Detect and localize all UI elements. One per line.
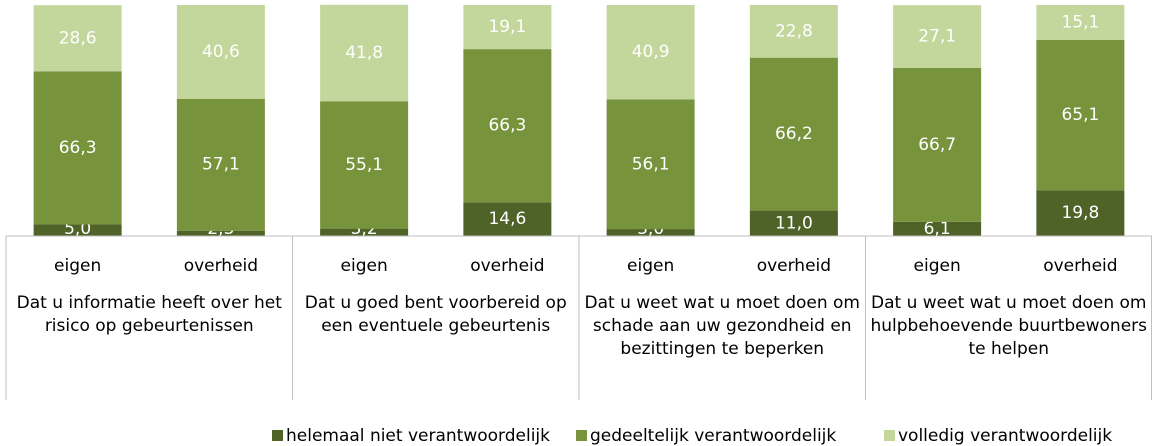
bar-segment xyxy=(463,49,552,203)
legend-label: volledig verantwoordelijk xyxy=(898,426,1112,446)
group-label: Dat u weet wat u moet doen om hulpbehoev… xyxy=(870,293,1148,359)
value-label: 65,1 xyxy=(1061,105,1099,125)
bar-segment xyxy=(893,5,982,68)
value-label: 28,6 xyxy=(59,28,97,48)
bar-segment xyxy=(1036,39,1125,191)
value-label: 55,1 xyxy=(345,155,383,175)
bar-segment xyxy=(33,5,122,72)
bar-segment xyxy=(320,228,409,236)
value-label: 22,8 xyxy=(775,21,813,41)
value-label: 66,7 xyxy=(918,135,956,155)
x-tick-label: overheid xyxy=(470,256,544,276)
value-label: 19,1 xyxy=(488,17,526,37)
x-tick-label: overheid xyxy=(757,256,831,276)
bar-segment xyxy=(320,4,409,102)
value-label: 27,1 xyxy=(918,27,956,47)
legend-swatch xyxy=(884,430,895,441)
x-tick-label: overheid xyxy=(184,256,258,276)
bar-segment xyxy=(463,5,552,50)
value-label: 40,6 xyxy=(202,42,240,62)
group-label: Dat u weet wat u moet doen om schade aan… xyxy=(584,293,861,359)
x-tick-label: overheid xyxy=(1043,256,1117,276)
value-label: 66,2 xyxy=(775,124,813,144)
legend-label: helemaal niet verantwoordelijk xyxy=(286,426,550,446)
bar-segment xyxy=(749,57,838,211)
bar-segment xyxy=(176,98,265,231)
x-tick-label: eigen xyxy=(914,256,961,276)
value-label: 6,1 xyxy=(924,219,951,239)
bar-segment xyxy=(1036,190,1125,236)
group-label: Dat u goed bent voorbereid op een eventu… xyxy=(304,293,567,336)
value-label: 66,3 xyxy=(59,138,97,158)
legend-swatch xyxy=(576,430,587,441)
bar-segment xyxy=(176,5,265,99)
legend-label: gedeeltelijk verantwoordelijk xyxy=(590,426,836,446)
bar-segment xyxy=(893,221,982,236)
group-label: Dat u informatie heeft over het risico o… xyxy=(16,293,282,336)
value-label: 56,1 xyxy=(632,154,670,174)
value-label: 41,8 xyxy=(345,43,383,63)
bar-segment xyxy=(749,210,838,236)
value-label: 14,6 xyxy=(488,209,526,229)
bar-segment xyxy=(606,229,695,236)
x-tick-label: eigen xyxy=(54,256,101,276)
legend-swatch xyxy=(272,430,283,441)
bar-segment xyxy=(893,67,982,222)
bar-segment xyxy=(749,5,838,58)
value-label: 40,9 xyxy=(632,42,670,62)
value-label: 15,1 xyxy=(1061,12,1099,32)
value-label: 19,8 xyxy=(1061,203,1099,223)
value-label: 57,1 xyxy=(202,155,240,175)
bar-segment xyxy=(1036,5,1125,40)
bar-segment xyxy=(320,101,409,229)
bar-segment xyxy=(463,202,552,236)
value-label: 11,0 xyxy=(775,213,813,233)
x-tick-label: eigen xyxy=(627,256,674,276)
value-label: 66,3 xyxy=(488,116,526,136)
bar-segment xyxy=(33,71,122,225)
bar-segment xyxy=(606,5,695,100)
x-tick-label: eigen xyxy=(341,256,388,276)
bar-segment xyxy=(606,99,695,230)
bar-segment xyxy=(33,224,122,236)
bar-segment xyxy=(176,230,265,236)
